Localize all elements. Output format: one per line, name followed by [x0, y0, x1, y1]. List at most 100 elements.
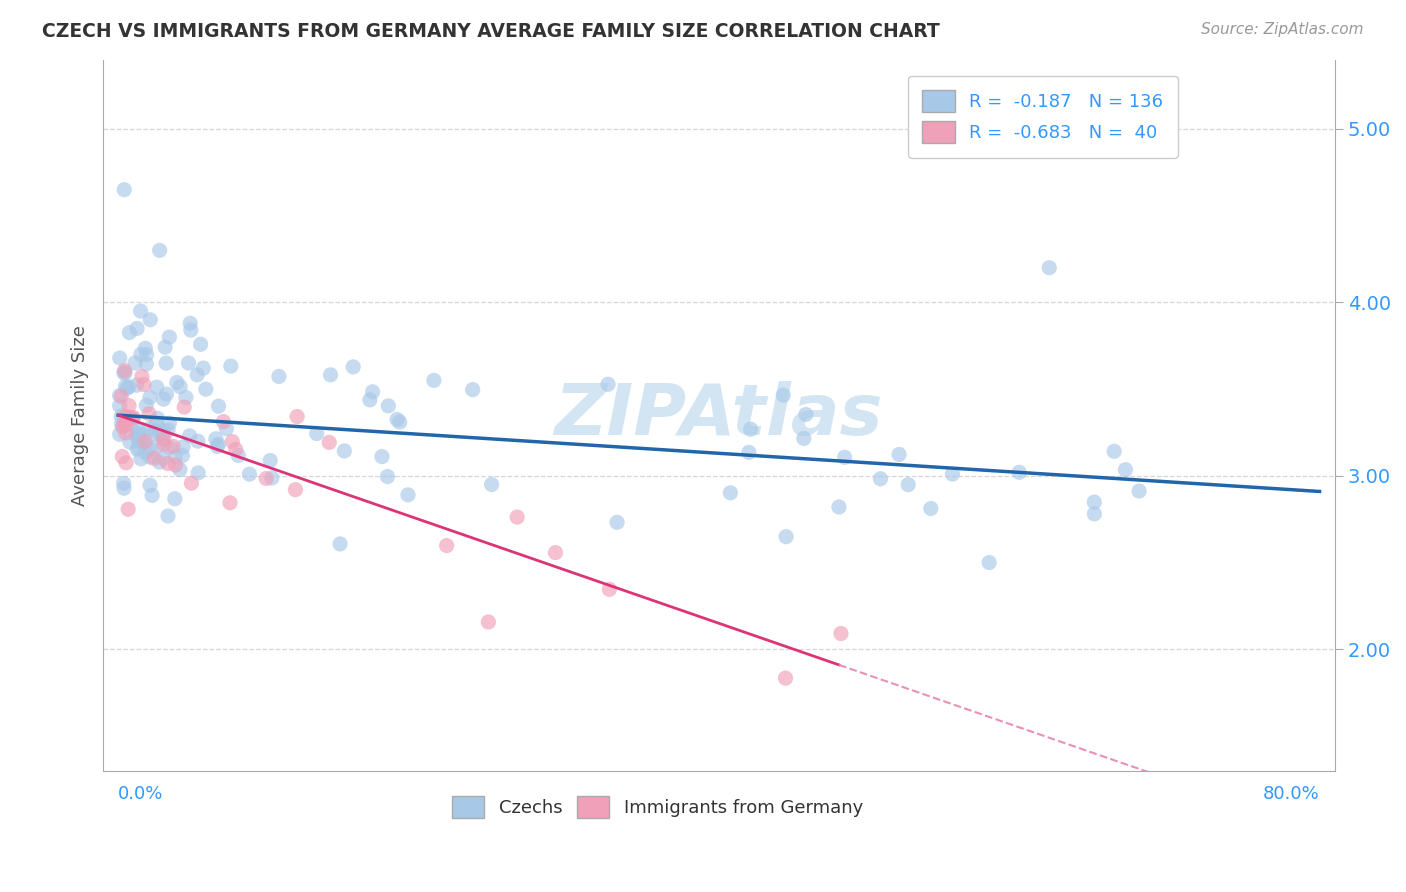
- Point: [887, 447, 910, 461]
- Point: [141, 427, 163, 442]
- Point: [157, 423, 180, 437]
- Point: [162, 439, 184, 453]
- Point: [114, 379, 136, 393]
- Point: [157, 416, 180, 430]
- Point: [115, 409, 138, 424]
- Point: [135, 347, 157, 361]
- Point: [129, 434, 152, 449]
- Point: [1102, 444, 1125, 458]
- Point: [108, 351, 131, 365]
- Point: [205, 432, 228, 446]
- Point: [207, 399, 229, 413]
- Point: [139, 390, 162, 404]
- Point: [152, 392, 174, 406]
- Point: [225, 442, 247, 457]
- Point: [135, 357, 157, 371]
- Point: [124, 427, 146, 442]
- Point: [159, 441, 181, 455]
- Point: [174, 391, 197, 405]
- Point: [1038, 260, 1060, 275]
- Point: [118, 410, 141, 425]
- Point: [1083, 507, 1105, 521]
- Point: [118, 326, 141, 340]
- Point: [329, 537, 352, 551]
- Point: [359, 392, 381, 407]
- Point: [145, 417, 167, 431]
- Point: [461, 383, 484, 397]
- Point: [172, 440, 194, 454]
- Point: [187, 434, 209, 449]
- Point: [165, 458, 187, 472]
- Point: [110, 417, 132, 431]
- Point: [305, 426, 328, 441]
- Point: [149, 244, 172, 258]
- Point: [150, 426, 173, 441]
- Legend: Czechs, Immigrants from Germany: Czechs, Immigrants from Germany: [444, 789, 870, 826]
- Point: [138, 407, 160, 421]
- Point: [828, 500, 851, 514]
- Point: [169, 380, 191, 394]
- Text: Source: ZipAtlas.com: Source: ZipAtlas.com: [1201, 22, 1364, 37]
- Point: [920, 501, 942, 516]
- Point: [165, 450, 187, 464]
- Point: [108, 399, 131, 413]
- Point: [941, 467, 963, 481]
- Point: [207, 440, 229, 454]
- Point: [153, 340, 176, 354]
- Point: [260, 471, 283, 485]
- Point: [115, 456, 138, 470]
- Point: [157, 330, 180, 344]
- Point: [152, 431, 174, 445]
- Point: [121, 414, 143, 428]
- Point: [738, 445, 761, 459]
- Point: [127, 427, 149, 442]
- Point: [143, 451, 166, 466]
- Point: [284, 483, 307, 497]
- Point: [179, 316, 201, 330]
- Point: [135, 398, 157, 412]
- Point: [156, 508, 179, 523]
- Point: [180, 476, 202, 491]
- Point: [740, 422, 762, 436]
- Point: [259, 453, 281, 467]
- Point: [127, 423, 149, 437]
- Point: [219, 359, 242, 373]
- Point: [114, 363, 136, 377]
- Point: [110, 409, 132, 423]
- Y-axis label: Average Family Size: Average Family Size: [72, 325, 89, 506]
- Point: [129, 304, 152, 318]
- Point: [152, 424, 174, 438]
- Point: [124, 356, 146, 370]
- Point: [112, 476, 135, 491]
- Point: [596, 377, 619, 392]
- Point: [114, 366, 136, 380]
- Point: [118, 399, 141, 413]
- Point: [139, 442, 162, 456]
- Point: [385, 412, 408, 426]
- Point: [794, 408, 817, 422]
- Point: [134, 341, 156, 355]
- Point: [134, 434, 156, 449]
- Point: [125, 321, 148, 335]
- Point: [146, 380, 169, 394]
- Point: [834, 450, 856, 465]
- Point: [115, 381, 138, 395]
- Point: [869, 472, 891, 486]
- Point: [155, 387, 177, 401]
- Point: [112, 183, 135, 197]
- Text: ZIPAtlas: ZIPAtlas: [554, 381, 883, 450]
- Point: [1128, 484, 1150, 499]
- Point: [143, 424, 166, 438]
- Point: [121, 411, 143, 425]
- Point: [775, 671, 797, 685]
- Point: [285, 409, 308, 424]
- Point: [172, 449, 194, 463]
- Point: [318, 435, 340, 450]
- Point: [1008, 466, 1031, 480]
- Point: [115, 417, 138, 432]
- Point: [342, 359, 364, 374]
- Point: [319, 368, 342, 382]
- Point: [112, 419, 135, 434]
- Point: [423, 373, 446, 387]
- Point: [131, 369, 153, 384]
